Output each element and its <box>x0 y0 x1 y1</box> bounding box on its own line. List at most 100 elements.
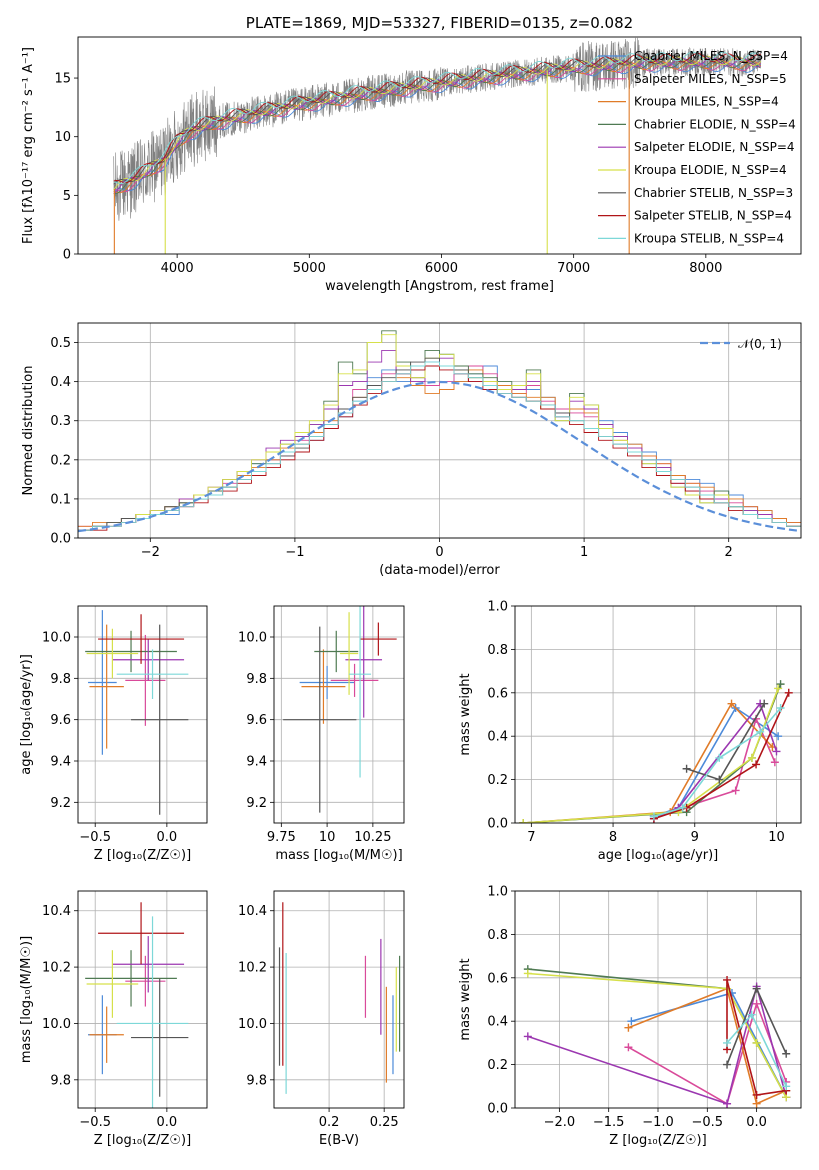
y-tick-label: 0.3 <box>50 414 71 429</box>
legend-spectrum: Chabrier MILES, N_SSP=4 Salpeter MILES, N… <box>598 49 796 245</box>
weight-marker-kroupa-miles <box>624 1023 633 1032</box>
x-tick-label: −0.5 <box>79 1115 111 1130</box>
weight-marker-chabrier-stelib <box>760 699 769 708</box>
x-axis-label: Z [log₁₀(Z/Z☉)] <box>94 848 191 863</box>
model-line-chabrier-miles <box>113 62 761 193</box>
x-tick-label: 5000 <box>293 261 326 276</box>
weight-marker-salpeter-stelib <box>723 975 732 984</box>
weight-marker-kroupa-miles <box>752 1099 761 1108</box>
weight-marker-kroupa-stelib <box>782 1082 791 1091</box>
x-axis-label: Z [log₁₀(Z/Z☉)] <box>609 1133 706 1148</box>
plot-area-mass-vs-Z <box>85 902 189 1108</box>
axes-frame <box>514 890 802 1109</box>
y-tick-label: 0.0 <box>487 1102 508 1117</box>
x-tick-label: 9 <box>691 830 699 845</box>
model-line-kroupa-elodie <box>113 55 762 190</box>
y-tick-label: 15 <box>54 72 71 87</box>
weight-marker-chabrier-miles <box>627 1017 636 1026</box>
panel-weight-vs-Z: −2.0 −1.5 −1.0 −0.5 0.0 0.0 0.2 0.4 0.6 0.8 1.0 Z [… <box>458 885 802 1148</box>
weight-marker-kroupa-stelib <box>649 812 658 821</box>
panel-residuals: −2 −1 0 1 2 0.0 0.1 0.2 0.3 0.4 0.5 (data-model)/er… <box>21 322 802 578</box>
weight-marker-chabrier-stelib <box>782 1049 791 1058</box>
x-tick-label: −0.5 <box>79 830 111 845</box>
weight-marker-chabrier-miles <box>774 732 783 741</box>
y-tick-label: 9.8 <box>50 1073 71 1088</box>
y-tick-label: 9.8 <box>246 1073 267 1088</box>
x-tick-label: 10.25 <box>354 830 391 845</box>
x-tick-label: −2.0 <box>544 1115 576 1130</box>
weight-marker-salpeter-miles <box>752 999 761 1008</box>
weight-marker-salpeter-elodie <box>772 747 781 756</box>
y-tick-label: 10.0 <box>238 1017 267 1032</box>
x-tick-label: −1.5 <box>593 1115 625 1130</box>
x-tick-label: 8000 <box>689 261 722 276</box>
weight-line-salpeter-stelib <box>653 692 790 820</box>
axes-frame <box>77 36 802 255</box>
y-tick-label: 0.2 <box>487 1058 508 1073</box>
y-tick-label: 0.0 <box>487 817 508 832</box>
weight-marker-chabrier-stelib <box>723 1060 732 1069</box>
panel-age-vs-mass: 9.75 10 10.25 9.2 9.4 9.6 9.8 10.0 mass [log₁₀(M… <box>238 605 405 863</box>
plot-area-spectrum <box>113 37 762 254</box>
y-tick-label: 0.1 <box>50 492 71 507</box>
x-tick-label: 8 <box>609 830 617 845</box>
panel-weight-vs-age: 7 8 9 10 0.0 0.2 0.4 0.6 0.8 1.0 age [log₁₀(age/yr… <box>458 600 802 863</box>
y-tick-label: 0.8 <box>487 928 508 943</box>
x-tick-label: −2 <box>141 545 160 560</box>
y-tick-label: 10.4 <box>238 904 267 919</box>
axes-frame <box>77 890 208 1109</box>
x-tick-label: 4000 <box>161 261 194 276</box>
weight-marker-kroupa-elodie <box>774 684 783 693</box>
y-tick-label: 9.6 <box>50 713 71 728</box>
y-tick-label: 10.0 <box>238 631 267 646</box>
weight-marker-kroupa-stelib <box>678 803 687 812</box>
weight-line-kroupa-stelib <box>653 707 782 818</box>
y-tick-label: 5 <box>63 189 71 204</box>
y-tick-label: 0.2 <box>50 453 71 468</box>
y-axis-label: Flux [fλ10⁻¹⁷ erg cm⁻² s⁻¹ A⁻¹] <box>21 47 36 244</box>
y-tick-label: 9.4 <box>246 755 267 770</box>
legend-label-salpeter-stelib: Salpeter STELIB, N_SSP=4 <box>634 209 792 223</box>
weight-marker-salpeter-miles <box>731 786 740 795</box>
y-tick-label: 9.8 <box>50 672 71 687</box>
x-axis-label: wavelength [Angstrom, rest frame] <box>325 279 554 294</box>
y-tick-label: 0 <box>63 248 71 263</box>
y-axis-label: mass weight <box>458 673 473 755</box>
weight-marker-kroupa-stelib <box>747 1010 756 1019</box>
legend-label-chabrier-elodie: Chabrier ELODIE, N_SSP=4 <box>634 117 796 131</box>
plot-area-mass-vs-ebv <box>278 902 401 1094</box>
weight-marker-salpeter-elodie <box>723 1099 732 1108</box>
y-tick-label: 9.6 <box>246 713 267 728</box>
weight-marker-salpeter-miles <box>624 1043 633 1052</box>
axes-frame <box>77 605 208 824</box>
x-tick-label: 6000 <box>425 261 458 276</box>
y-tick-label: 1.0 <box>487 885 508 900</box>
y-tick-label: 9.2 <box>246 796 267 811</box>
y-tick-label: 10.0 <box>42 631 71 646</box>
x-tick-label: 0.2 <box>319 1115 340 1130</box>
y-tick-label: 9.2 <box>50 796 71 811</box>
plot-area-weight-vs-age <box>519 680 793 823</box>
figure-title: PLATE=1869, MJD=53327, FIBERID=0135, z=0… <box>246 14 633 32</box>
weight-marker-kroupa-elodie <box>752 1038 761 1047</box>
x-tick-label: 7 <box>527 830 535 845</box>
x-axis-label: age [log₁₀(age/yr)] <box>598 848 719 863</box>
x-axis-label: Z [log₁₀(Z/Z☉)] <box>94 1133 191 1148</box>
x-axis-label: mass [log₁₀(M/M☉)] <box>275 848 402 863</box>
y-axis-label: age [log₁₀(age/yr)] <box>19 654 34 775</box>
panel-age-vs-Z: −0.5 0.0 9.2 9.4 9.6 9.8 10.0 Z [log₁₀(Z/Z☉)] ag… <box>19 605 208 863</box>
model-line-salpeter-miles <box>113 61 762 193</box>
weight-line-kroupa-elodie <box>527 972 787 1098</box>
legend-label-kroupa-stelib: Kroupa STELIB, N_SSP=4 <box>634 231 784 245</box>
x-tick-label: 2 <box>725 545 733 560</box>
weight-marker-kroupa-elodie <box>747 753 756 762</box>
y-tick-label: 0.5 <box>50 336 71 351</box>
panel-mass-vs-ebv: 0.2 0.25 9.8 10.0 10.2 10.4 E(B-V) <box>238 890 405 1148</box>
x-tick-label: 0.0 <box>157 1115 178 1130</box>
legend-label-salpeter-elodie: Salpeter ELODIE, N_SSP=4 <box>634 140 795 154</box>
y-tick-label: 9.4 <box>50 755 71 770</box>
y-tick-label: 0.8 <box>487 643 508 658</box>
legend-residuals: 𝒩(0, 1) <box>700 337 782 351</box>
axes-frame <box>514 605 802 824</box>
plot-area-age-vs-mass <box>283 606 397 813</box>
